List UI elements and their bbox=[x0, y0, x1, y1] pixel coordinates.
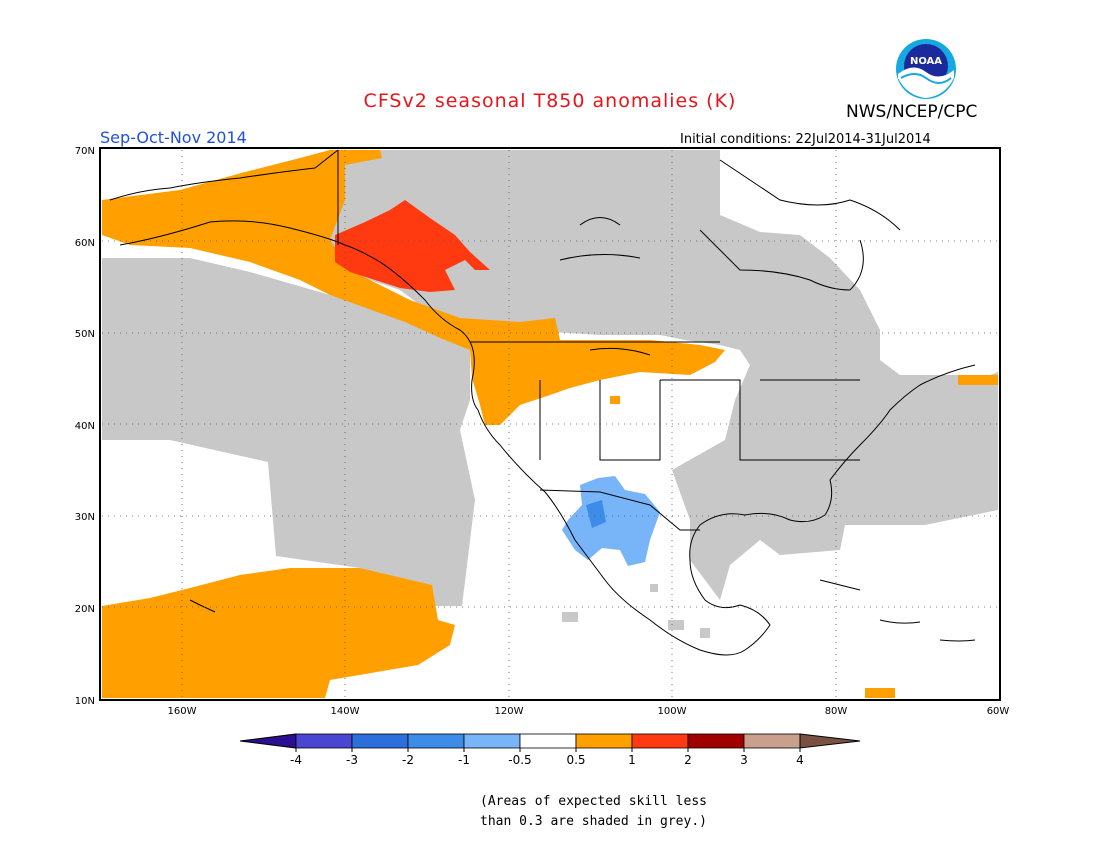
legend-arrow-high bbox=[799, 733, 861, 749]
skill-note-line-2: than 0.3 are shaded in grey.) bbox=[480, 814, 707, 829]
season-label: Sep-Oct-Nov 2014 bbox=[100, 128, 247, 147]
legend-label: -1 bbox=[458, 753, 470, 767]
legend-swatch bbox=[407, 733, 465, 749]
legend-label: -0.5 bbox=[508, 753, 531, 767]
lat-tick-label: 30N bbox=[75, 512, 95, 523]
legend-label: 2 bbox=[684, 753, 692, 767]
legend-label: 0.5 bbox=[566, 753, 585, 767]
lon-tick-label: 60W bbox=[987, 706, 1010, 717]
skill-note-line-1: (Areas of expected skill less bbox=[480, 794, 707, 809]
legend-label: 1 bbox=[628, 753, 636, 767]
legend-swatch bbox=[351, 733, 409, 749]
legend-swatch bbox=[463, 733, 521, 749]
legend-arrow-low bbox=[239, 733, 297, 749]
legend-swatch bbox=[519, 733, 577, 749]
lat-tick-label: 70N bbox=[75, 146, 95, 157]
lon-tick-label: 80W bbox=[825, 706, 848, 717]
legend-label: -4 bbox=[290, 753, 302, 767]
lat-tick-label: 60N bbox=[75, 238, 95, 249]
initial-conditions-label: Initial conditions: 22Jul2014-31Jul2014 bbox=[680, 132, 931, 147]
lon-tick-label: 140W bbox=[331, 706, 360, 717]
legend-swatch bbox=[575, 733, 633, 749]
lon-tick-label: 160W bbox=[168, 706, 197, 717]
red-strong-anomaly bbox=[335, 200, 490, 292]
blue-negative-anomaly bbox=[562, 476, 660, 566]
legend-label: 3 bbox=[740, 753, 748, 767]
lat-tick-label: 20N bbox=[75, 604, 95, 615]
lat-tick-label: 50N bbox=[75, 329, 95, 340]
lon-tick-label: 100W bbox=[658, 706, 687, 717]
legend-label: 4 bbox=[796, 753, 804, 767]
legend-label: -2 bbox=[402, 753, 414, 767]
skill-note: (Areas of expected skill less than 0.3 a… bbox=[480, 792, 740, 832]
lat-tick-label: 40N bbox=[75, 421, 95, 432]
legend-label: -3 bbox=[346, 753, 358, 767]
chart-title: CFSv2 seasonal T850 anomalies (K) bbox=[363, 90, 737, 112]
noaa-logo: NOAA bbox=[896, 39, 956, 99]
lat-tick-label: 10N bbox=[75, 696, 95, 707]
map-frame bbox=[99, 147, 1001, 701]
graticule bbox=[102, 150, 998, 698]
agency-label: NWS/NCEP/CPC bbox=[846, 102, 978, 122]
coastlines bbox=[109, 149, 976, 656]
noaa-logo-text: NOAA bbox=[910, 56, 942, 67]
legend-swatch bbox=[295, 733, 353, 749]
legend-swatch bbox=[687, 733, 745, 749]
lon-tick-label: 120W bbox=[495, 706, 524, 717]
legend-swatch bbox=[631, 733, 689, 749]
legend-swatch bbox=[743, 733, 801, 749]
